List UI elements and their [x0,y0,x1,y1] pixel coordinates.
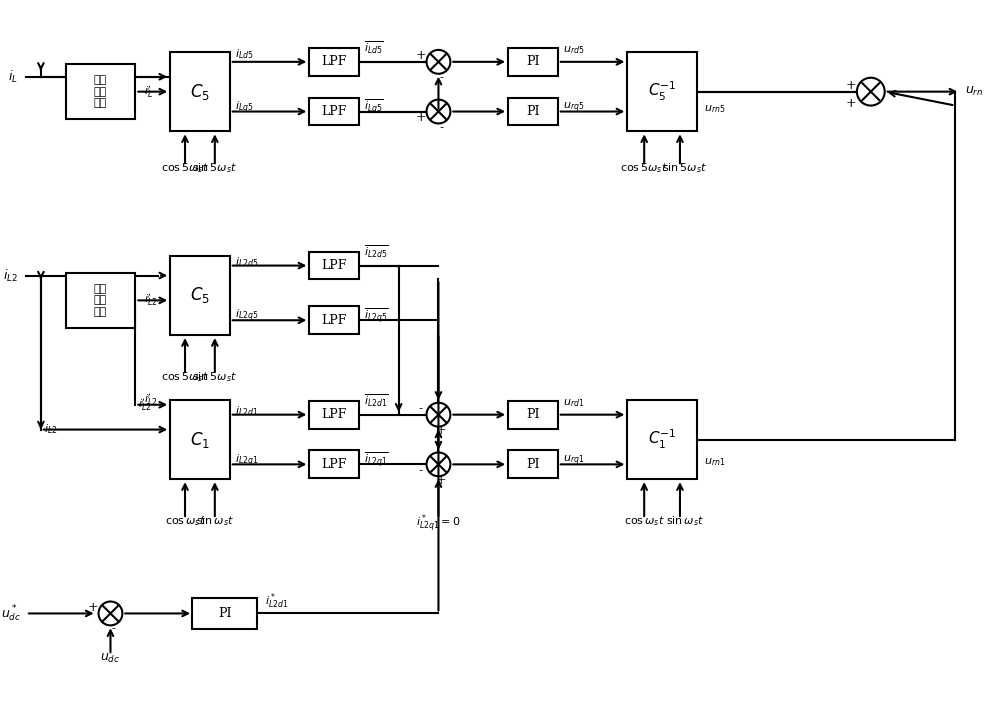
Text: $\cos\omega_s t$: $\cos\omega_s t$ [624,514,665,528]
Text: PI: PI [218,607,232,620]
Bar [309,48,359,76]
Text: $\cos 5\omega_s t$: $\cos 5\omega_s t$ [161,161,209,175]
Bar [309,401,359,428]
Text: $u_{rd5}$: $u_{rd5}$ [563,44,584,56]
Text: -: - [419,402,423,415]
Text: +: + [846,79,856,92]
Bar [508,401,558,428]
Text: $i_{L2d5}$: $i_{L2d5}$ [235,255,258,269]
Text: $u_{rq5}$: $u_{rq5}$ [563,100,584,114]
Text: +: + [436,424,447,437]
Text: $i_{L2q1}^*=0$: $i_{L2q1}^*=0$ [416,513,461,535]
Text: $u_{dc}$: $u_{dc}$ [100,652,121,665]
Text: $C_1^{-1}$: $C_1^{-1}$ [648,428,676,451]
Text: $\cos\omega_s t$: $\cos\omega_s t$ [165,514,205,528]
Text: -: - [439,121,443,134]
Text: $u_{dc}^*$: $u_{dc}^*$ [1,603,21,624]
Text: LPF: LPF [321,105,347,118]
Text: $u_{rn}$: $u_{rn}$ [965,85,984,98]
Text: -: - [439,71,443,84]
Text: -: - [111,622,116,635]
Text: LPF: LPF [321,314,347,327]
Text: $\overline{i_{Lq5}}$: $\overline{i_{Lq5}}$ [364,98,384,117]
Text: LPF: LPF [321,259,347,272]
Bar [66,273,135,328]
Text: $i_{L2d1}^*$: $i_{L2d1}^*$ [265,592,288,611]
Text: $i_{L2}$: $i_{L2}$ [44,423,57,436]
Text: $i_{Lq5}$: $i_{Lq5}$ [235,99,253,116]
Text: +: + [415,50,426,63]
Text: $\overline{i_{L2q5}}$: $\overline{i_{L2q5}}$ [364,307,388,325]
Text: $i_L$: $i_L$ [8,68,18,85]
Bar [170,52,230,132]
Text: $u_{rn5}$: $u_{rn5}$ [704,104,725,115]
Text: $i_{L2q5}$: $i_{L2q5}$ [235,308,258,325]
Circle shape [427,50,450,73]
Text: $u_{rn1}$: $u_{rn1}$ [704,456,725,468]
Text: $\overline{i_{L2d5}}$: $\overline{i_{L2d5}}$ [364,243,388,260]
Bar [309,306,359,334]
Bar [508,48,558,76]
Text: $\sin 5\omega_s t$: $\sin 5\omega_s t$ [662,161,708,175]
Text: 构造
正交
信号: 构造 正交 信号 [94,284,107,317]
Text: +: + [436,474,447,487]
Text: $C_5$: $C_5$ [190,285,210,305]
Circle shape [857,78,885,106]
Bar [309,252,359,279]
Text: $C_5^{-1}$: $C_5^{-1}$ [648,80,676,103]
Circle shape [427,452,450,477]
Bar [170,400,230,480]
Bar [66,64,135,119]
Text: +: + [846,97,856,110]
Bar [170,256,230,335]
Bar [627,400,697,480]
Text: $\sin 5\omega_s t$: $\sin 5\omega_s t$ [192,161,237,175]
Text: $\sin\omega_s t$: $\sin\omega_s t$ [666,514,704,528]
Text: $u_{rd1}$: $u_{rd1}$ [563,397,584,409]
Text: $i_{L2}$: $i_{L2}$ [3,267,18,284]
Text: +: + [87,601,98,614]
Text: $i_{Ld5}$: $i_{Ld5}$ [235,47,253,60]
Circle shape [99,601,122,626]
Text: LPF: LPF [321,55,347,68]
Text: $\sin 5\omega_s t$: $\sin 5\omega_s t$ [192,370,237,384]
Bar [627,52,697,132]
Text: LPF: LPF [321,408,347,421]
Text: 构造
正交
信号: 构造 正交 信号 [94,75,107,108]
Circle shape [427,402,450,426]
Text: PI: PI [526,408,540,421]
Text: $C_5$: $C_5$ [190,81,210,102]
Circle shape [427,99,450,123]
Text: $i_{L2q1}$: $i_{L2q1}$ [235,452,258,469]
Text: $\overline{i_{Ld5}}$: $\overline{i_{Ld5}}$ [364,40,384,56]
Bar [508,98,558,125]
Text: $\overline{i_{L2d1}}$: $\overline{i_{L2d1}}$ [364,392,388,409]
Bar [508,451,558,478]
Bar [192,598,257,629]
Text: $\sin\omega_s t$: $\sin\omega_s t$ [196,514,234,528]
Text: PI: PI [526,458,540,471]
Bar [309,451,359,478]
Text: $\overline{i_{L2q1}}$: $\overline{i_{L2q1}}$ [364,451,388,470]
Text: -: - [419,464,423,477]
Text: $C_1$: $C_1$ [190,430,210,449]
Bar [309,98,359,125]
Text: $\cos 5\omega_s t$: $\cos 5\omega_s t$ [620,161,668,175]
Text: PI: PI [526,55,540,68]
Text: $i_L'$: $i_L'$ [144,84,153,99]
Text: $i_{L2}'$: $i_{L2}'$ [144,392,158,408]
Text: $i_{L2d1}$: $i_{L2d1}$ [235,404,258,418]
Text: $i_{L2}'$: $i_{L2}'$ [138,397,152,413]
Text: $\cos 5\omega_s t$: $\cos 5\omega_s t$ [161,370,209,384]
Text: +: + [415,111,426,124]
Text: $i_{L2}'$: $i_{L2}'$ [144,292,158,308]
Text: PI: PI [526,105,540,118]
Text: $u_{rq1}$: $u_{rq1}$ [563,453,584,467]
Text: LPF: LPF [321,458,347,471]
